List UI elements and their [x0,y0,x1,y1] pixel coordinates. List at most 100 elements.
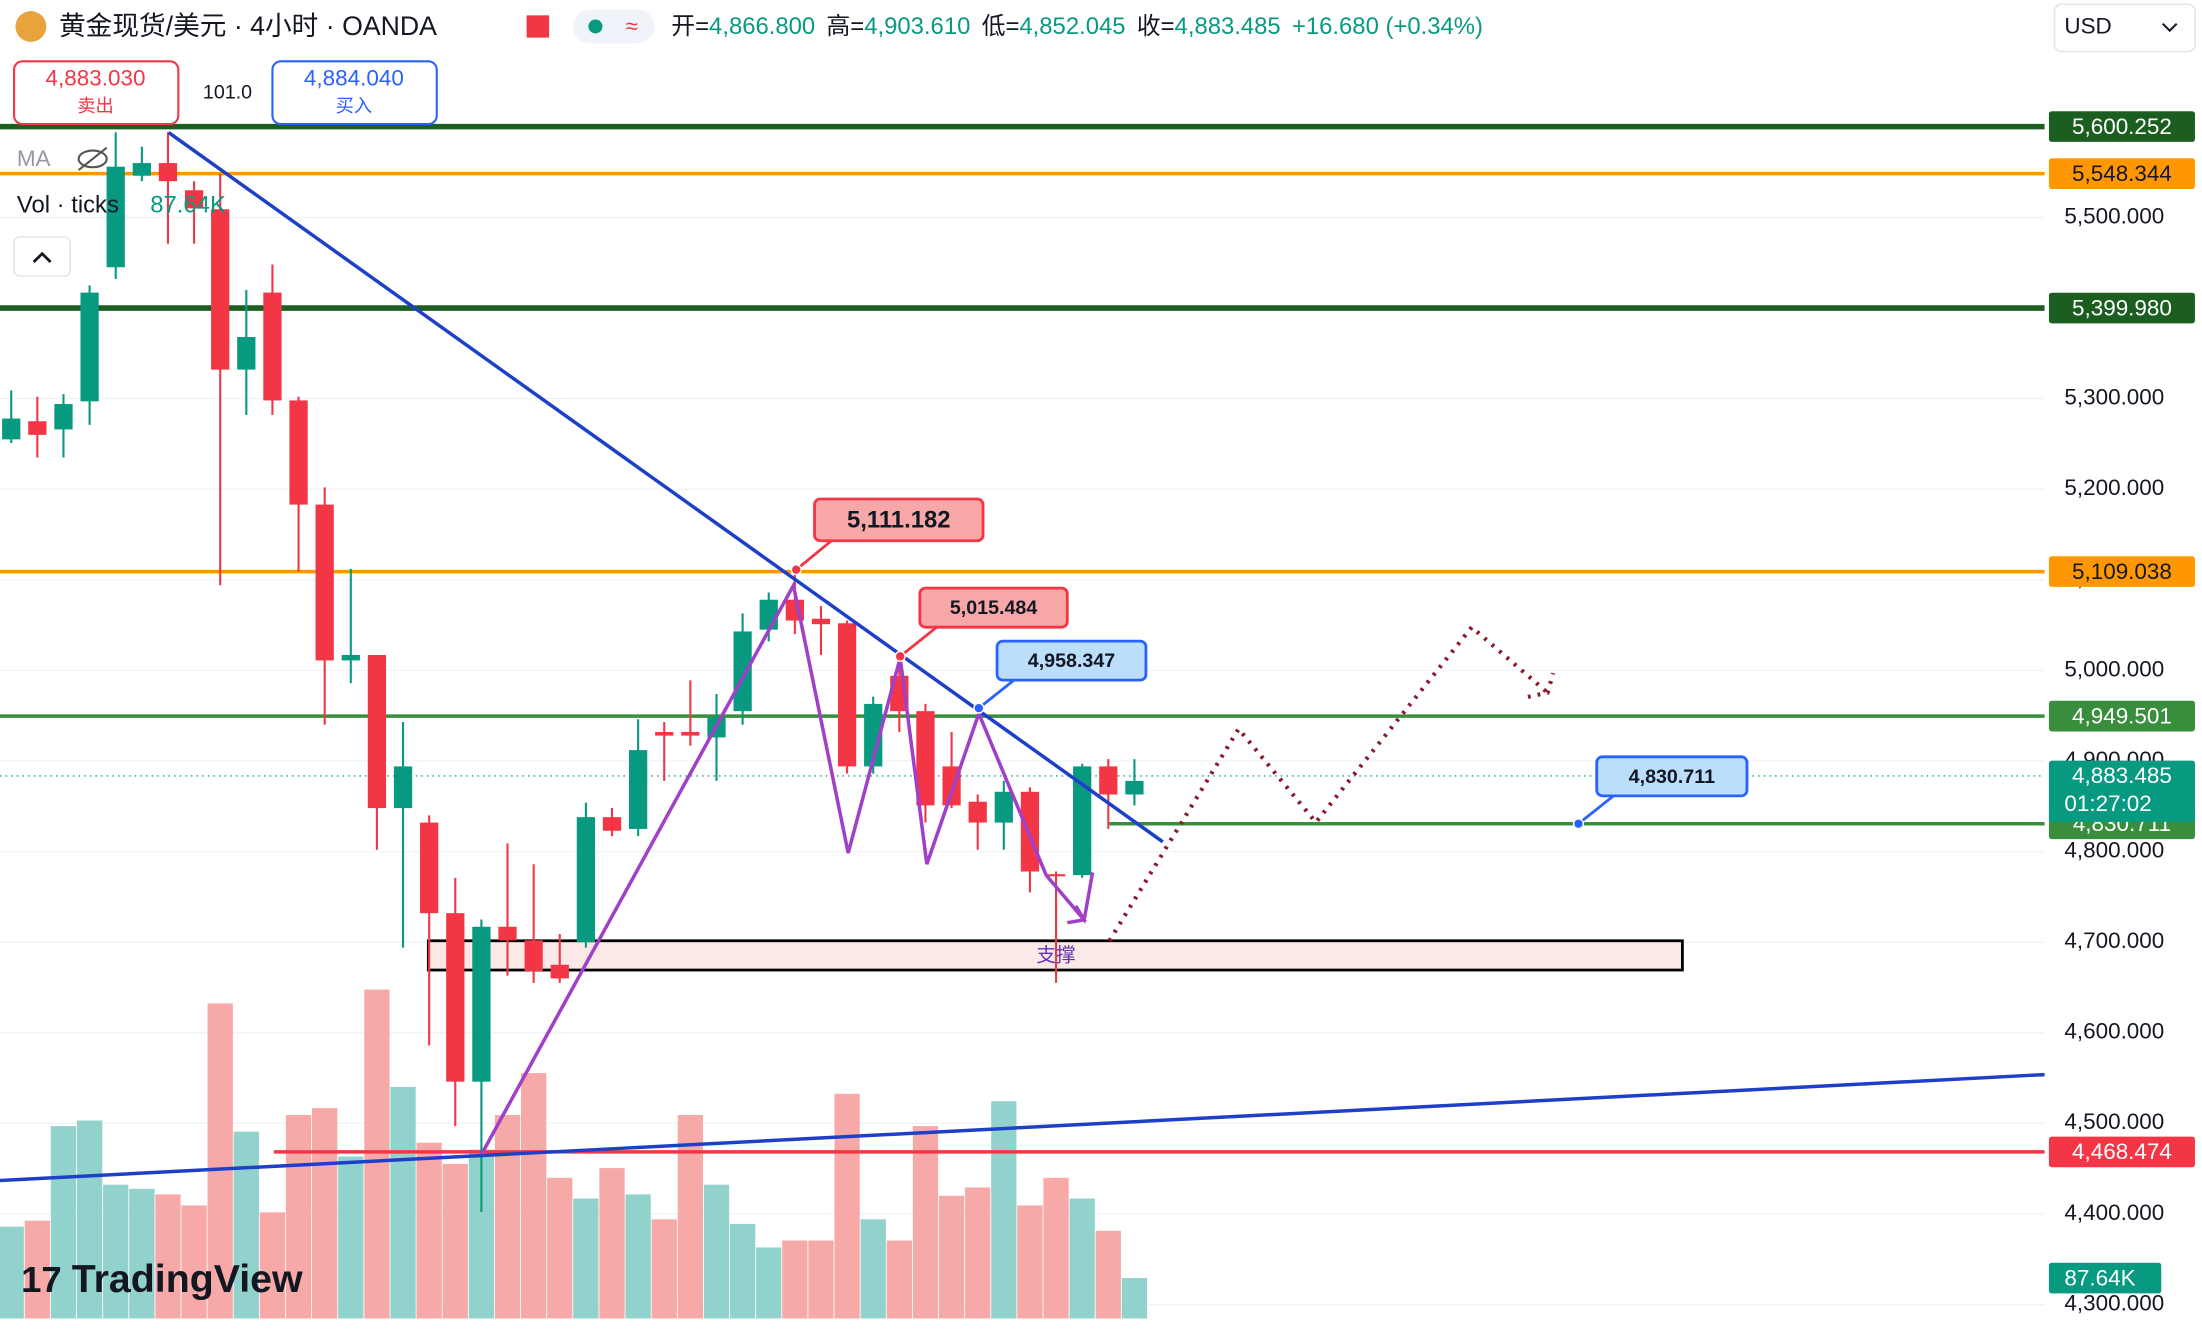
callout-label: 5,111.182 [847,507,950,534]
y-tick-label: 5,300.000 [2064,385,2164,410]
level-tag [2048,111,2195,142]
vol-legend[interactable]: Vol · ticks [17,192,119,219]
candle-body [184,190,204,209]
callout-label: 4,958.347 [1028,650,1116,672]
status-icon: ≈ [626,14,638,39]
ohlc-value: 4,903.610 [864,13,970,40]
candle-body [968,801,987,823]
candle-body [1020,791,1040,872]
candle-body [106,166,125,268]
candle-body [472,926,491,1082]
candle-body [28,421,47,435]
volume-bar [991,1101,1017,1319]
logo-mark: 17 [21,1259,72,1300]
callout-box [1595,755,1749,798]
sell-price: 4,883.030 [46,65,146,90]
current-price-label: 4,883.485 [2072,763,2172,788]
candle-body [994,791,1013,823]
level-tag [2048,556,2195,587]
volume-bar [938,1195,965,1319]
candle-body [393,766,413,809]
volume-bar [416,1142,442,1319]
candle-body [864,703,883,767]
level-tag [2048,700,2195,732]
volume-bar [207,1003,233,1319]
candle-body [2,418,21,440]
projection-path [1107,624,1549,942]
candle-body [446,913,465,1082]
y-tick-label: 4,400.000 [2064,1200,2164,1225]
buy-button[interactable] [271,60,438,126]
candle-body [420,822,439,914]
sell-label: 卖出 [77,96,113,116]
candle-body [629,750,648,829]
level-tag-label: 4,949.501 [2072,703,2172,728]
candle-body [367,654,387,809]
trend-line [167,130,1164,844]
candle-body [498,926,517,941]
y-tick-label: 4,300.000 [2064,1290,2164,1315]
candle-body [733,631,752,712]
volume-bar [912,1126,939,1319]
collapse-button[interactable] [13,236,71,277]
callout-stem [899,626,938,658]
flag-icon[interactable] [526,15,550,38]
hide-icon[interactable] [77,149,108,169]
volume-bar [703,1184,730,1319]
volume-bar [965,1187,991,1319]
ohlc-value: 4,883.485 [1175,13,1281,40]
currency-select[interactable] [2053,3,2196,53]
candle-body [132,163,151,176]
volume-bar [1121,1278,1148,1319]
callout-label: 4,830.711 [1629,766,1715,788]
volume-bar [76,1120,103,1319]
callout-stem [795,539,833,571]
volume-bar [521,1073,547,1319]
volume-bar [129,1188,155,1319]
level-tag-label: 5,109.038 [2072,559,2172,584]
annotations: 5,111.182 5,015.484 4,958.347 4,830.711 [790,497,1749,830]
ohlc-label: 收= [1137,13,1175,40]
current-price-tag [2048,760,2195,822]
symbol-icon [15,11,47,42]
volume-bar [1095,1230,1121,1319]
ma-legend[interactable]: MA [17,146,51,171]
buy-label: 买入 [336,96,372,116]
candle-body [811,618,831,625]
y-tick-label: 4,700.000 [2064,928,2164,953]
levels [0,123,2045,1154]
volume-bar [494,1115,521,1319]
ohlc-value: 4,852.045 [1019,13,1125,40]
volume-bar [1043,1177,1069,1319]
candle-body [550,964,569,979]
volume-bar [677,1115,704,1319]
volume-bar [1017,1205,1043,1319]
volume-bar [390,1086,416,1319]
volume-bar [24,1220,50,1319]
logo-text: TradingView [72,1259,303,1302]
level-tag [2048,1136,2195,1168]
candle-body [524,940,543,972]
callout-stem [1577,794,1615,825]
sell-button[interactable] [12,60,180,126]
volume-bar [756,1247,782,1319]
ohlc-label: 开= [671,13,709,40]
volume-bar [625,1194,651,1319]
y-tick-label: 4,500.000 [2064,1109,2164,1134]
candle-body [80,292,99,402]
trend-line [0,1072,2045,1183]
collapse-icon [32,251,52,264]
currency: USD [2064,14,2111,39]
candle-body [211,209,230,370]
candle-body [263,292,282,401]
status-dot [588,19,603,34]
countdown: 01:27:02 [2064,791,2151,816]
y-tick-label: 5,500.000 [2064,203,2164,228]
ohlc-label: 低= [982,13,1020,40]
hide-icon-slash [77,146,108,171]
callout-box [918,586,1069,629]
candle-body [54,404,73,430]
wave-arrow [1067,905,1087,925]
candle-body [1073,766,1092,876]
wave-path [480,580,1095,1155]
